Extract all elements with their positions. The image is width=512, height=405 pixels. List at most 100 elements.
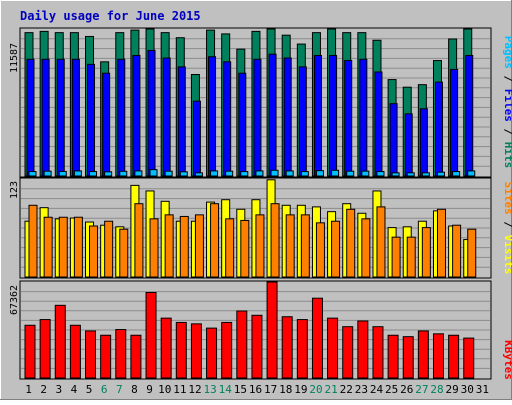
legend-hits: Hits: [502, 142, 512, 169]
bar-files-day-6: [102, 72, 111, 177]
bar-files-day-27: [419, 108, 428, 177]
bar-pages-day-4: [73, 170, 82, 177]
bar-files-day-16: [253, 58, 262, 177]
bar-pages-day-3: [58, 170, 67, 177]
bar-pages-day-9: [149, 169, 158, 177]
x-axis-day-labels: 1 2 3 4 5 6 7 8 9 10 11 12 13 14 15 16 17 18 19 20 21 22 23 24 2…: [25, 383, 489, 396]
legend-pages: Pages: [502, 36, 512, 69]
bar-kbytes-day-11: [175, 321, 187, 379]
bar-sites-day-29: [452, 224, 462, 278]
legend-separator: /: [502, 122, 512, 142]
bar-files-day-12: [192, 100, 201, 177]
bar-files-day-25: [389, 103, 398, 177]
bar-files-day-10: [162, 57, 171, 177]
bar-files-day-26: [404, 113, 413, 177]
bar-files-day-14: [223, 61, 232, 177]
bar-kbytes-day-9: [145, 291, 157, 379]
x-label-day-6: 6: [101, 383, 108, 396]
bar-pages-day-16: [255, 170, 264, 177]
legend-files: Files: [502, 89, 512, 122]
bar-pages-day-14: [225, 170, 234, 177]
bar-files-day-21: [329, 54, 338, 177]
bar-sites-day-22: [346, 208, 356, 278]
x-label-day-18: 18: [279, 383, 292, 396]
bar-files-day-2: [41, 58, 50, 177]
bar-kbytes-day-8: [130, 334, 142, 379]
bar-kbytes-day-26: [402, 336, 414, 379]
bar-sites-day-10: [164, 214, 174, 278]
bar-files-day-17: [268, 53, 277, 177]
bar-kbytes-day-24: [372, 326, 384, 379]
bar-pages-day-23: [361, 170, 370, 177]
bar-sites-day-3: [58, 216, 68, 278]
bar-sites-day-18: [285, 214, 295, 278]
bar-kbytes-day-29: [448, 334, 460, 379]
bar-files-day-3: [56, 58, 65, 177]
bar-sites-day-5: [89, 225, 99, 278]
x-label-day-12: 12: [188, 383, 201, 396]
bar-sites-day-27: [421, 227, 431, 278]
x-label-day-27: 27: [415, 383, 428, 396]
bar-sites-day-25: [391, 236, 401, 278]
x-label-day-28: 28: [430, 383, 443, 396]
bar-pages-day-2: [43, 170, 52, 177]
bar-files-day-7: [117, 58, 126, 177]
bar-files-day-8: [132, 54, 141, 177]
bar-kbytes-day-13: [206, 327, 218, 379]
bar-kbytes-day-12: [190, 323, 202, 379]
bar-files-day-24: [374, 71, 383, 177]
bar-files-day-30: [465, 54, 474, 177]
bar-sites-day-12: [194, 214, 204, 278]
x-label-day-10: 10: [158, 383, 171, 396]
bar-files-day-22: [344, 60, 353, 177]
x-label-day-21: 21: [325, 383, 338, 396]
bar-files-day-15: [238, 72, 247, 177]
y-max-label-hits: 11587: [9, 43, 20, 73]
bar-pages-day-6: [104, 171, 113, 177]
bar-kbytes-day-4: [69, 324, 81, 379]
bar-files-day-20: [313, 54, 322, 177]
x-label-day-11: 11: [173, 383, 186, 396]
legend-separator: /: [502, 69, 512, 89]
bar-kbytes-day-25: [387, 334, 399, 379]
bar-files-day-28: [434, 81, 443, 177]
legend-kbytes: KBytes: [502, 340, 512, 380]
bar-sites-day-11: [179, 215, 189, 278]
bar-kbytes-day-27: [417, 330, 429, 379]
bar-pages-day-8: [134, 170, 143, 177]
bar-sites-day-23: [361, 218, 371, 278]
x-label-day-15: 15: [234, 383, 247, 396]
bar-sites-day-17: [270, 203, 280, 278]
bar-sites-day-1: [28, 204, 38, 278]
bar-pages-day-12: [194, 172, 203, 177]
bar-kbytes-day-1: [24, 324, 36, 379]
legend-top: Pages / Files / Hits: [502, 36, 512, 169]
legend-bottom: KBytes: [502, 340, 512, 380]
bar-kbytes-day-5: [85, 330, 97, 379]
bar-pages-day-26: [406, 172, 415, 177]
bar-sites-day-9: [149, 218, 159, 278]
y-max-label-visits: 123: [9, 181, 20, 199]
chart-title: Daily usage for June 2015: [20, 9, 201, 23]
bar-sites-day-2: [43, 216, 53, 278]
x-label-day-25: 25: [385, 383, 398, 396]
x-label-day-8: 8: [131, 383, 138, 396]
x-label-day-19: 19: [294, 383, 307, 396]
bar-sites-day-24: [376, 206, 386, 278]
bar-pages-day-10: [164, 170, 173, 177]
bar-pages-day-15: [240, 171, 249, 177]
bar-files-day-23: [359, 58, 368, 177]
legend-separator: /: [502, 215, 512, 235]
bar-kbytes-day-15: [236, 310, 248, 379]
x-label-day-1: 1: [25, 383, 32, 396]
bar-kbytes-day-28: [432, 333, 444, 379]
x-label-day-7: 7: [116, 383, 123, 396]
bar-sites-day-30: [467, 228, 477, 278]
bar-pages-day-25: [391, 172, 400, 177]
bar-kbytes-day-19: [296, 319, 308, 379]
x-label-day-16: 16: [249, 383, 262, 396]
bar-pages-day-30: [467, 170, 476, 177]
bar-sites-day-13: [210, 203, 220, 278]
bar-files-day-29: [450, 68, 459, 177]
